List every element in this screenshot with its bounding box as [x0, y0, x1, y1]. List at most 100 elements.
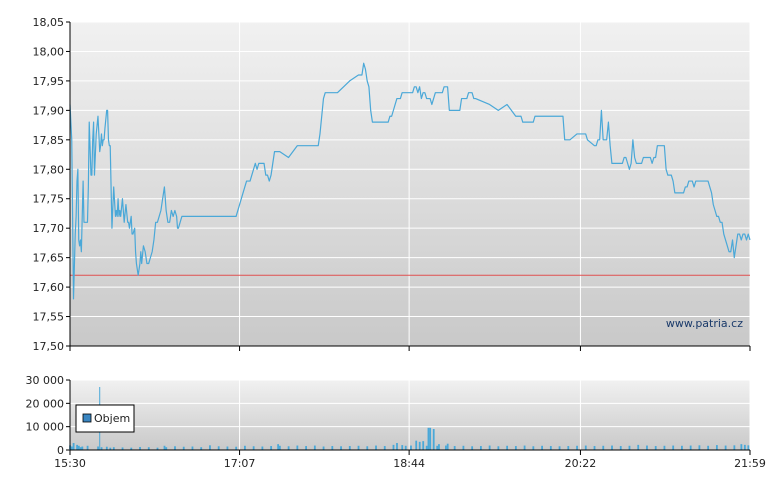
legend[interactable]: Objem	[75, 404, 135, 433]
volume-bar	[76, 444, 78, 450]
volume-bar	[305, 446, 307, 450]
volume-plot-area	[70, 380, 750, 450]
watermark: www.patria.cz	[666, 317, 743, 330]
x-tick-label: 18:44	[393, 457, 425, 470]
volume-bar	[523, 445, 526, 450]
volume-bar	[86, 445, 89, 450]
volume-y-tick-label: 10 000	[26, 421, 65, 434]
volume-bar	[549, 446, 552, 450]
volume-bar	[261, 446, 264, 450]
volume-panel: 30 000 20 000 10 000 015:30 17:07 18:44 20:22 2…	[26, 374, 766, 470]
x-tick-label: 21:59	[734, 457, 766, 470]
volume-bar	[479, 446, 482, 450]
x-tick-label: 17:07	[224, 457, 256, 470]
price-y-tick-label: 17,90	[33, 104, 65, 117]
volume-bar	[628, 445, 631, 450]
volume-bar	[163, 445, 166, 450]
volume-bar	[277, 444, 280, 450]
volume-bar	[97, 446, 99, 450]
price-y-tick-label: 18,05	[33, 16, 65, 29]
volume-y-tick-label: 30 000	[26, 374, 65, 387]
volume-bar	[278, 445, 281, 450]
price-y-tick-label: 17,65	[33, 252, 65, 265]
x-tick-label: 15:30	[54, 457, 86, 470]
volume-bar	[156, 447, 159, 450]
price-plot-area	[70, 22, 750, 346]
volume-bar	[724, 445, 727, 450]
volume-bar	[109, 447, 112, 450]
volume-y-tick-label: 0	[57, 444, 64, 457]
volume-y-tick-label: 20 000	[26, 397, 65, 410]
volume-bar	[401, 445, 404, 450]
volume-bar	[105, 446, 108, 450]
volume-bar	[174, 446, 176, 450]
volume-bar	[396, 443, 398, 450]
volume-bar	[340, 446, 342, 450]
volume-bar	[689, 445, 692, 450]
volume-bar	[425, 445, 428, 450]
volume-bar	[663, 445, 666, 450]
volume-bar	[331, 446, 334, 450]
volume-bar	[747, 445, 750, 450]
price-y-tick-label: 17,85	[33, 134, 65, 147]
volume-bar	[681, 445, 683, 450]
volume-bar	[427, 427, 430, 450]
volume-bar	[191, 446, 194, 450]
volume-bar	[707, 445, 710, 450]
volume-bar	[514, 446, 517, 450]
volume-bar	[72, 443, 75, 450]
volume-bar	[252, 446, 255, 450]
volume-bar	[462, 445, 465, 450]
volume-bar	[165, 447, 168, 450]
volume-bar	[404, 445, 407, 450]
volume-bar	[733, 445, 736, 450]
volume-bar	[235, 446, 238, 450]
price-y-tick-label: 17,60	[33, 281, 65, 294]
volume-bar	[121, 447, 124, 450]
volume-bar	[287, 446, 290, 450]
volume-bar	[436, 445, 439, 450]
price-series-line	[69, 62, 751, 300]
price-y-tick-label: 17,95	[33, 75, 65, 88]
volume-bar	[619, 446, 622, 450]
volume-bar	[471, 446, 474, 450]
price-y-tick-label: 17,50	[33, 340, 65, 353]
volume-bar	[422, 441, 425, 450]
volume-bar	[392, 444, 395, 450]
volume-bar	[70, 446, 73, 450]
volume-bar	[429, 427, 432, 450]
volume-bar	[81, 446, 84, 450]
volume-bar	[497, 446, 500, 450]
volume-bar	[743, 444, 746, 450]
volume-bar	[740, 444, 743, 450]
volume-bar	[432, 429, 435, 450]
volume-bar	[182, 446, 185, 450]
volume-bar	[209, 445, 211, 450]
volume-bar	[147, 447, 150, 450]
price-y-tick-label: 17,75	[33, 193, 65, 206]
volume-bar	[532, 446, 535, 450]
volume-bar	[672, 445, 675, 450]
volume-bar	[139, 446, 141, 450]
volume-bar	[322, 446, 325, 450]
volume-bar	[366, 446, 369, 450]
volume-bar	[715, 445, 718, 450]
volume-bar	[415, 440, 418, 450]
volume-bar	[79, 447, 82, 450]
price-y-tick-label: 18,00	[33, 45, 65, 58]
volume-bar	[558, 446, 561, 450]
volume-bar	[567, 446, 570, 450]
volume-bar	[410, 445, 412, 450]
volume-bar	[100, 447, 103, 450]
legend-swatch	[82, 413, 92, 423]
volume-bar	[418, 441, 421, 450]
volume-bar	[488, 445, 491, 450]
volume-bar	[654, 446, 657, 450]
volume-bar	[375, 445, 377, 450]
volume-bar	[646, 445, 648, 450]
volume-bar	[445, 445, 447, 450]
volume-bar	[383, 446, 386, 450]
volume-bar	[602, 445, 605, 450]
price-y-tick-label: 17,70	[33, 222, 65, 235]
